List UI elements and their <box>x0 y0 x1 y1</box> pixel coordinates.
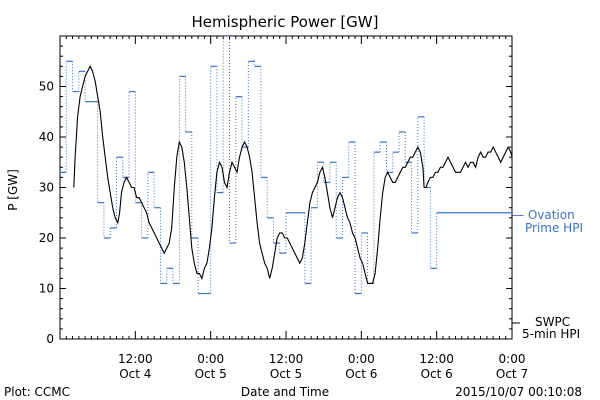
chart-title: Hemispheric Power [GW] <box>192 13 379 31</box>
y-tick-label: 30 <box>39 181 54 195</box>
plot-frame <box>59 35 513 340</box>
y-tick-label: 50 <box>39 80 54 94</box>
swpc-legend-label: SWPC <box>535 315 570 329</box>
x-tick-label-date: Oct 5 <box>270 367 302 381</box>
y-tick-label: 40 <box>39 130 54 144</box>
ovation-legend-label: — Ovation <box>512 208 575 222</box>
swpc-legend-label-2: 5-min HPI <box>522 327 580 341</box>
x-tick-label-time: 12:00 <box>269 352 304 366</box>
x-axis-label: Date and Time <box>241 385 329 399</box>
y-tick-label: 10 <box>39 282 54 296</box>
y-axis-label: P [GW] <box>6 169 20 211</box>
ovation-legend-label-2: Prime HPI <box>525 221 583 235</box>
x-tick-label-time: 0:00 <box>499 352 526 366</box>
x-tick-label-date: Oct 7 <box>496 367 528 381</box>
x-tick-label-date: Oct 6 <box>345 367 377 381</box>
y-tick-label: 20 <box>39 231 54 245</box>
x-tick-label-date: Oct 4 <box>119 367 151 381</box>
x-tick-label-time: 12:00 <box>118 352 153 366</box>
swpc-series-line <box>73 65 512 284</box>
x-tick-label-date: Oct 5 <box>195 367 227 381</box>
x-tick-label-time: 0:00 <box>197 352 224 366</box>
x-tick-label-date: Oct 6 <box>421 367 453 381</box>
plot-timestamp: 2015/10/07 00:10:08 <box>455 385 582 399</box>
x-tick-label-time: 12:00 <box>419 352 454 366</box>
y-tick-label: 0 <box>46 332 54 346</box>
x-tick-label-time: 0:00 <box>348 352 375 366</box>
plot-credit: Plot: CCMC <box>4 385 70 399</box>
